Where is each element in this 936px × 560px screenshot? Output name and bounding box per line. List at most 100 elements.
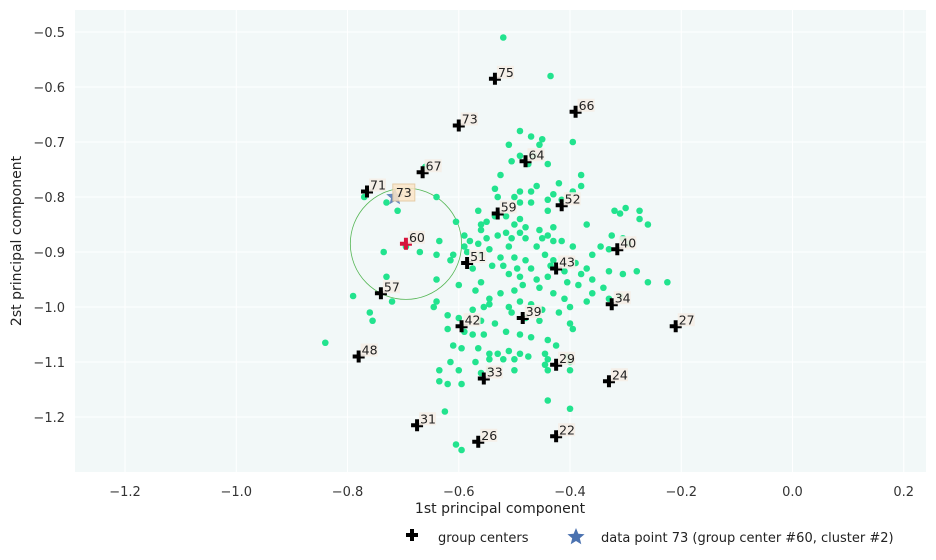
data-point-label-box <box>392 183 416 202</box>
group-centers: 75 66 73 64 67 71 52 59 60 40 51 43 57 34 39 42 27 48 29 33… <box>352 65 695 448</box>
x-tick-label: −1.2 <box>109 485 141 500</box>
y-tick-label: −0.5 <box>33 26 65 41</box>
group-center-label: 22 <box>559 422 575 437</box>
group-center-marker <box>550 262 563 275</box>
group-center-label: 67 <box>426 158 442 173</box>
data-point <box>522 256 529 264</box>
data-point <box>544 397 552 404</box>
data-point <box>452 441 460 448</box>
data-point <box>433 193 440 201</box>
data-point <box>433 298 440 305</box>
data-point <box>516 152 524 160</box>
data-point <box>474 240 482 248</box>
group-center-label: 31 <box>420 411 436 426</box>
group-center-marker <box>491 207 504 220</box>
data-point <box>519 281 527 289</box>
data-point <box>436 366 443 374</box>
data-point <box>416 248 424 256</box>
group-center-label: 52 <box>565 191 581 206</box>
data-point <box>608 232 616 239</box>
data-point <box>511 193 518 201</box>
data-point <box>527 333 535 341</box>
group-center-label-box <box>485 365 503 379</box>
data-point <box>538 234 546 242</box>
data-point <box>458 380 465 388</box>
data-point <box>544 196 552 204</box>
data-point <box>533 276 540 283</box>
data-point <box>505 270 513 278</box>
group-center-label: 66 <box>579 98 595 113</box>
group-center-label-box <box>460 112 478 126</box>
data-point-label: 73 <box>396 185 412 200</box>
data-point <box>366 309 374 316</box>
group-center-label: 60 <box>409 230 425 245</box>
data-point <box>488 262 496 270</box>
data-point <box>544 336 552 344</box>
group-center-marker <box>472 435 485 448</box>
data-point <box>561 267 568 275</box>
data-point <box>449 251 457 259</box>
group-center-label: 51 <box>470 249 486 264</box>
data-point <box>516 229 524 237</box>
data-point <box>600 284 607 292</box>
y-tick-label: −0.7 <box>33 136 65 151</box>
data-point <box>527 188 535 195</box>
data-point <box>516 188 524 195</box>
x-tick-label: −0.4 <box>554 485 586 500</box>
data-point <box>544 366 552 374</box>
group-center-label: 43 <box>559 255 575 270</box>
data-point <box>555 309 563 316</box>
data-point <box>505 141 513 149</box>
data-point <box>611 207 618 215</box>
data-point <box>605 245 613 253</box>
y-tick-label: −1.1 <box>33 356 65 371</box>
data-point <box>516 215 524 223</box>
group-center-label: 73 <box>462 112 478 127</box>
data-point <box>383 273 390 281</box>
group-center-label: 40 <box>620 235 636 250</box>
x-tick-label: −0.6 <box>443 485 475 500</box>
data-point <box>497 171 504 179</box>
x-tick-labels: −1.2 −1.0 −0.8 −0.6 −0.4 −0.2 0.0 0.2 <box>109 485 914 500</box>
group-center-label: 33 <box>487 365 503 380</box>
data-point <box>527 133 535 140</box>
data-point <box>502 328 510 336</box>
group-center-marker <box>488 72 501 85</box>
data-point <box>466 237 474 245</box>
group-center-label-box <box>496 65 514 79</box>
data-point <box>486 295 493 303</box>
group-center-label-box <box>577 98 595 112</box>
group-center-label: 29 <box>559 351 575 366</box>
group-center-label-box <box>419 412 437 426</box>
data-point <box>472 358 479 366</box>
data-point <box>502 212 510 220</box>
data-point <box>505 347 513 355</box>
data-point <box>455 366 463 374</box>
group-center-label: 24 <box>612 367 628 382</box>
data-point <box>550 237 557 245</box>
group-center-marker <box>550 358 563 371</box>
group-center-label-box <box>558 255 576 269</box>
data-point <box>508 234 515 242</box>
group-center-label: 75 <box>498 65 514 80</box>
group-center-label: 39 <box>526 304 542 319</box>
data-point <box>522 234 529 242</box>
group-center-marker <box>411 419 424 432</box>
data-point <box>541 361 549 369</box>
data-point <box>583 221 591 228</box>
data-point <box>516 199 524 206</box>
data-point <box>469 265 476 272</box>
data-point <box>550 190 557 198</box>
data-point <box>486 350 493 358</box>
data-point <box>544 207 552 215</box>
legend-centers-label: group centers <box>438 531 529 546</box>
x-tick-label: −0.2 <box>665 485 697 500</box>
data-point <box>605 267 613 275</box>
data-point <box>633 267 641 275</box>
group-center-label-box <box>558 423 576 437</box>
data-point <box>447 256 454 264</box>
data-point <box>558 237 565 245</box>
data-point <box>499 34 507 41</box>
data-point <box>577 182 585 190</box>
data-point <box>513 265 521 272</box>
